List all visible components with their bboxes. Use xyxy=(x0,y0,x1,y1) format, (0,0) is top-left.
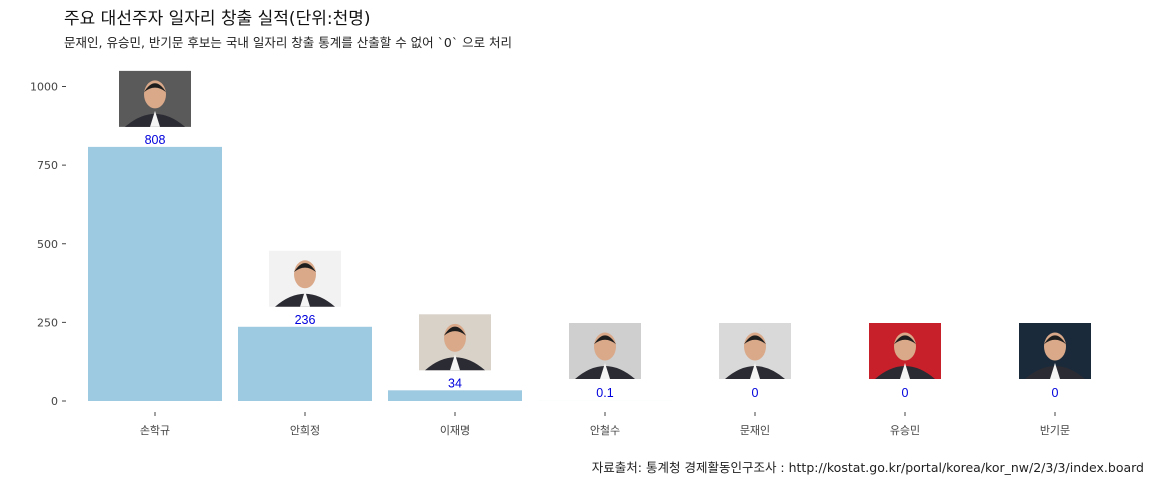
y-tick-label: 750 xyxy=(37,159,58,172)
x-tick-label: 반기문 xyxy=(1040,424,1070,437)
y-tick-label: 0 xyxy=(51,395,58,408)
chart-title: 주요 대선주자 일자리 창출 실적(단위:천명) xyxy=(64,9,371,29)
y-tick-label: 500 xyxy=(37,238,58,251)
bar xyxy=(88,146,222,401)
source-caption: 자료출처: 통계청 경제활동인구조사 : http://kostat.go.kr… xyxy=(591,460,1144,475)
data-label: 236 xyxy=(295,313,316,327)
x-tick-label: 유승민 xyxy=(890,424,920,437)
x-tick-label: 안철수 xyxy=(590,424,620,437)
candidate-photo xyxy=(419,314,491,371)
candidate-photo xyxy=(569,323,641,379)
candidate-photo xyxy=(869,323,941,379)
candidate-photo xyxy=(1019,323,1091,379)
candidate-photo xyxy=(269,250,341,307)
y-tick-label: 250 xyxy=(37,316,58,329)
data-label: 0.1 xyxy=(596,386,613,400)
bar xyxy=(238,326,372,401)
data-label: 0 xyxy=(752,386,759,400)
y-tick-label: 1000 xyxy=(30,81,58,94)
data-label: 34 xyxy=(448,376,462,390)
candidate-photo xyxy=(719,323,791,379)
x-tick-label: 이재명 xyxy=(440,424,470,437)
data-label: 0 xyxy=(1052,386,1059,400)
data-label: 808 xyxy=(145,133,166,147)
x-tick-label: 안희정 xyxy=(290,424,320,437)
candidate-photo xyxy=(119,70,191,127)
x-tick-label: 손학규 xyxy=(140,424,170,437)
x-tick-label: 문재인 xyxy=(740,424,770,437)
bar xyxy=(388,390,522,401)
chart-subtitle: 문재인, 유승민, 반기문 후보는 국내 일자리 창출 통계를 산출할 수 없어… xyxy=(64,35,513,50)
data-label: 0 xyxy=(902,386,909,400)
